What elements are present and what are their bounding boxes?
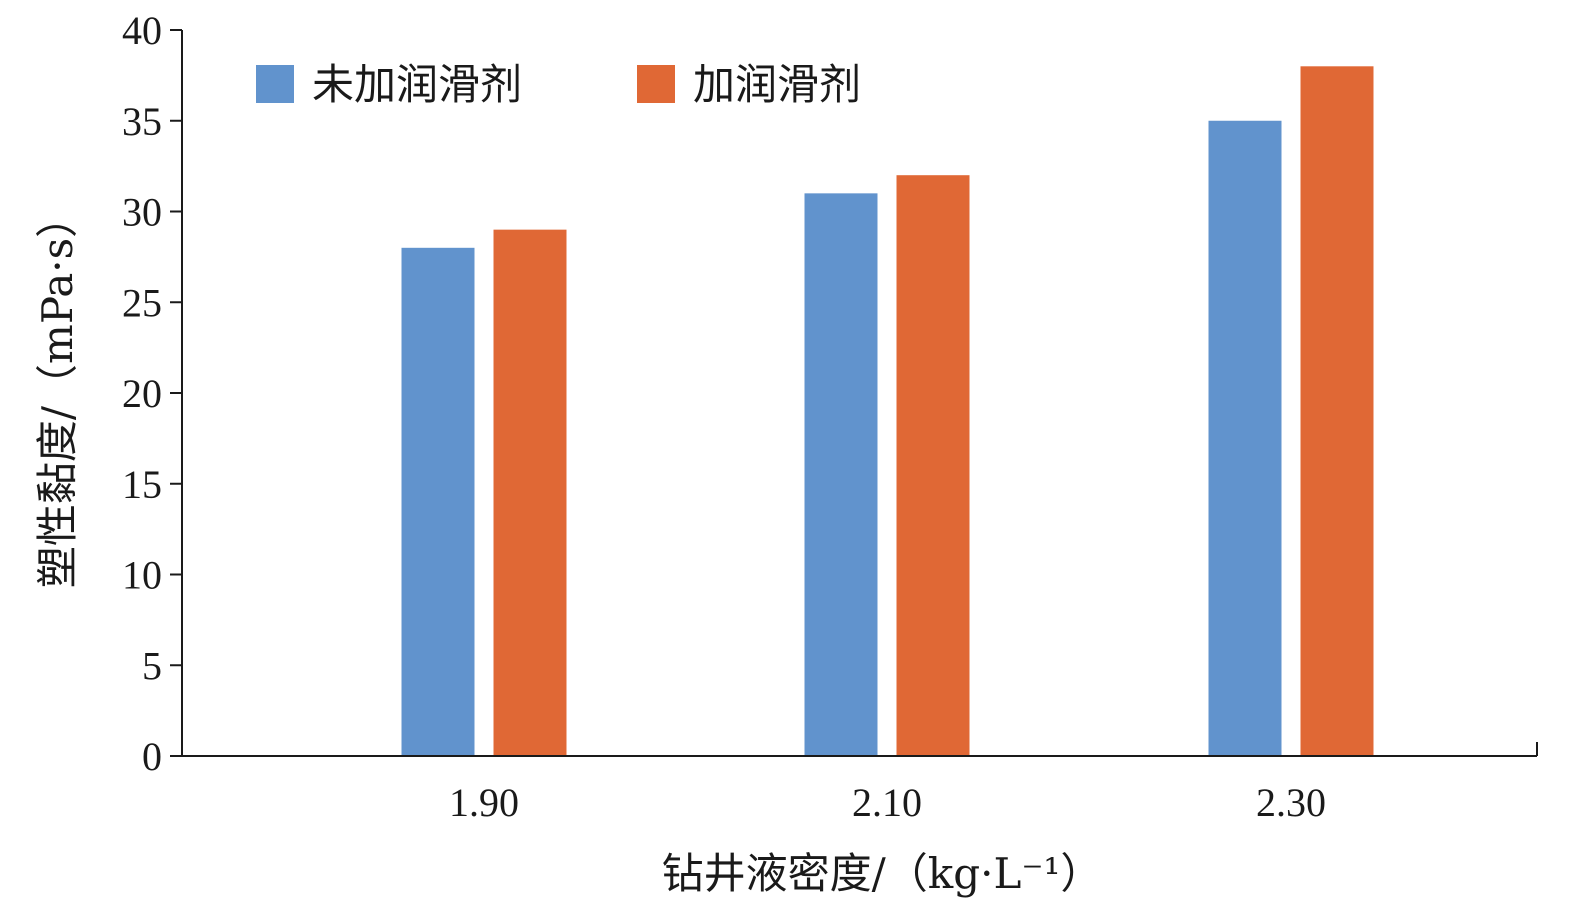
y-tick-label: 5 xyxy=(142,643,162,688)
x-tick-label: 1.90 xyxy=(449,780,519,825)
axes xyxy=(181,30,1538,757)
y-tick-label: 10 xyxy=(122,553,162,598)
bar-without-lubricant-2 xyxy=(1208,120,1282,756)
x-axis-label: 钻井液密度/（kg·L⁻¹） xyxy=(662,849,1103,898)
y-tick-label: 40 xyxy=(122,8,162,53)
bar-with-lubricant-2 xyxy=(1300,66,1374,757)
legend-swatch xyxy=(637,65,675,103)
y-axis-ticks: 0 5 10 15 20 25 30 35 40 xyxy=(122,8,182,779)
legend-swatch xyxy=(256,65,294,103)
y-tick-label: 0 xyxy=(142,734,162,779)
y-tick-label: 25 xyxy=(122,280,162,325)
x-tick-label: 2.10 xyxy=(852,780,922,825)
legend-label: 未加润滑剂 xyxy=(312,60,522,109)
bar-with-lubricant-0 xyxy=(493,229,567,756)
bar-without-lubricant-0 xyxy=(401,247,475,757)
legend-label: 加润滑剂 xyxy=(693,60,861,109)
y-axis-label: 塑性黏度/（mPa·s） xyxy=(33,196,82,588)
legend: 未加润滑剂 加润滑剂 xyxy=(256,60,861,109)
x-tick-label: 2.30 xyxy=(1256,780,1326,825)
y-tick-label: 35 xyxy=(122,99,162,144)
bar-series xyxy=(401,66,1374,757)
y-tick-label: 30 xyxy=(122,190,162,235)
y-tick-label: 15 xyxy=(122,462,162,507)
bar-with-lubricant-1 xyxy=(896,175,970,756)
y-tick-label: 20 xyxy=(122,371,162,416)
x-axis-ticks: 1.90 2.10 2.30 xyxy=(449,780,1326,825)
bar-without-lubricant-1 xyxy=(804,193,878,757)
